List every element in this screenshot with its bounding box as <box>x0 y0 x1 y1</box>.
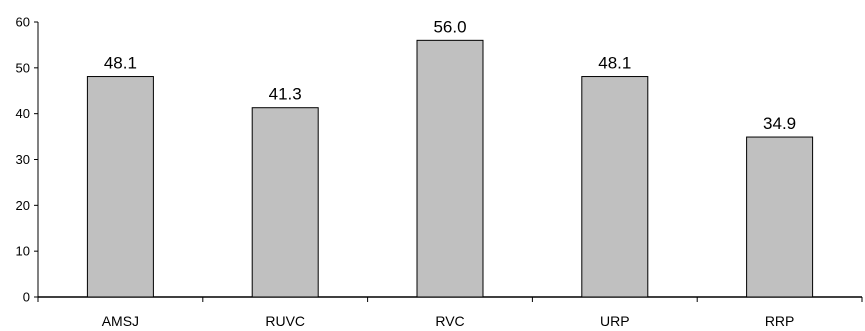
data-label: 48.1 <box>598 54 631 73</box>
bar-rrp <box>746 136 814 298</box>
bar-amsj <box>86 76 154 298</box>
x-tick-label: AMSJ <box>102 313 139 329</box>
y-tick-label: 60 <box>16 15 30 30</box>
y-tick-label: 30 <box>16 152 30 167</box>
data-label: 41.3 <box>269 85 302 104</box>
data-label: 48.1 <box>104 54 137 73</box>
x-tick-label: RVC <box>435 313 464 329</box>
y-tick-label: 40 <box>16 106 30 121</box>
y-tick-label: 0 <box>23 290 30 305</box>
x-tick-label: RUVC <box>265 313 305 329</box>
x-axis: AMSJ RUVC RVC URP RRP <box>37 296 863 329</box>
x-tick-label: RRP <box>765 313 795 329</box>
y-axis: 0 10 20 30 40 50 60 <box>16 15 39 305</box>
y-tick-label: 20 <box>16 198 30 213</box>
bar-rvc <box>416 39 484 298</box>
bars <box>86 39 814 298</box>
x-tick-label: URP <box>600 313 630 329</box>
y-tick-label: 10 <box>16 244 30 259</box>
data-label: 34.9 <box>763 114 796 133</box>
bar-urp <box>581 76 649 298</box>
y-tick-label: 50 <box>16 60 30 75</box>
data-label: 56.0 <box>433 17 466 36</box>
bar-ruvc <box>251 107 319 298</box>
data-labels: 48.1 41.3 56.0 48.1 34.9 <box>104 17 796 133</box>
